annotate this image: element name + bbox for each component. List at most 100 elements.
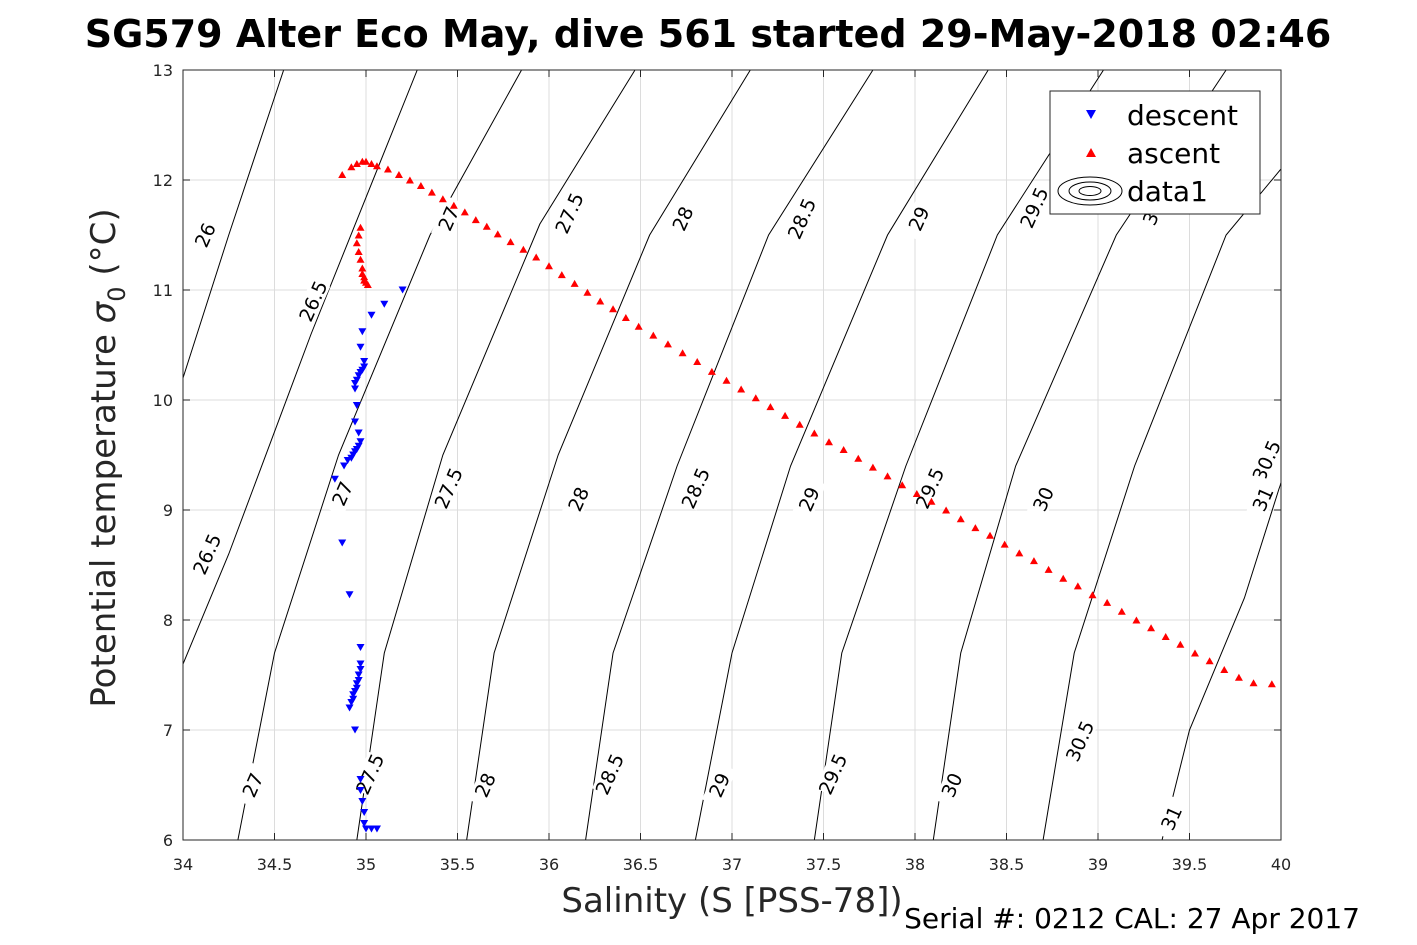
isopycnal-label-background xyxy=(912,465,947,511)
descent-point xyxy=(352,680,361,688)
ascent-point xyxy=(416,182,425,189)
ascent-point xyxy=(438,195,447,203)
descent-point xyxy=(360,820,369,827)
isopycnal-label-background xyxy=(431,465,466,511)
ascent-point xyxy=(358,264,367,272)
y-axis-label-symbol: σ xyxy=(84,300,124,323)
isopycnal-label-background xyxy=(324,471,360,516)
ascent-point xyxy=(545,262,553,270)
ascent-point xyxy=(557,271,566,279)
ascent-point xyxy=(358,270,367,277)
descent-point xyxy=(349,691,358,699)
y-tick-label: 8 xyxy=(163,611,173,630)
isopycnal-label-background xyxy=(791,476,827,522)
ascent-point xyxy=(986,531,995,539)
descent-point xyxy=(354,372,363,380)
isopycnal-label-background xyxy=(1025,476,1061,522)
ascent-point xyxy=(795,420,804,428)
ascent-point xyxy=(649,331,658,339)
ascent-point xyxy=(971,524,980,532)
x-tick-label: 40 xyxy=(1271,855,1291,874)
ascent-point xyxy=(493,230,502,238)
descent-point xyxy=(362,825,370,833)
legend-ascent-label: ascent xyxy=(1127,137,1220,170)
ascent-point xyxy=(482,222,491,230)
y-axis-label: Potential temperature σ0 (°C) xyxy=(84,208,131,707)
descent-point xyxy=(360,358,369,365)
x-tick-label: 38.5 xyxy=(989,855,1025,874)
isopycnal-line xyxy=(694,70,989,840)
ascent-point xyxy=(722,376,731,384)
isopycnal-label-background xyxy=(561,476,596,522)
chart-title: SG579 Alter Eco May, dive 561 started 29… xyxy=(85,12,1332,56)
y-axis-label-text: Potential temperature xyxy=(84,334,124,707)
isopycnal-label-background xyxy=(1016,185,1052,230)
ascent-point xyxy=(707,367,716,375)
ascent-point xyxy=(824,438,833,446)
isopycnal-line xyxy=(183,70,285,379)
ascent-point xyxy=(394,171,403,178)
ascent-point xyxy=(883,472,892,480)
isopycnal-label-background xyxy=(1245,476,1280,522)
legend-box xyxy=(1049,90,1261,215)
descent-point xyxy=(358,328,367,336)
ascent-point xyxy=(360,276,369,284)
x-tick-label: 39 xyxy=(1088,855,1108,874)
isopycnal-line xyxy=(1161,482,1281,840)
isopycnal-line xyxy=(466,70,751,840)
legend-ascent-marker xyxy=(1086,148,1096,157)
ascent-point xyxy=(1073,582,1082,590)
ascent-point xyxy=(352,160,361,167)
isopycnal-label-background xyxy=(189,531,225,577)
ascent-point xyxy=(363,281,372,288)
isopycnal-label-background xyxy=(701,762,737,808)
ascent-point xyxy=(1249,679,1258,687)
x-tick-label: 36.5 xyxy=(623,855,659,874)
descent-point xyxy=(356,776,365,783)
descent-point xyxy=(351,726,360,734)
isopycnal-label-background xyxy=(1249,438,1284,483)
x-tick-label: 37 xyxy=(722,855,742,874)
ascent-point xyxy=(1044,565,1053,573)
legend-descent-marker xyxy=(1086,110,1096,119)
descent-point xyxy=(356,787,365,794)
isopycnal-label-background xyxy=(678,465,713,511)
ascent-point xyxy=(621,314,630,321)
descent-point xyxy=(330,475,339,483)
legend-descent-label: descent xyxy=(1127,99,1238,132)
x-tick-label: 38 xyxy=(905,855,925,874)
ascent-point xyxy=(460,208,469,216)
isopycnal-label-background xyxy=(1062,718,1097,764)
isopycnal-line xyxy=(237,70,522,840)
ascent-point xyxy=(766,403,775,411)
descent-point xyxy=(367,825,376,833)
ascent-point xyxy=(449,201,458,209)
ascent-point xyxy=(751,394,760,402)
isopycnal-label-background xyxy=(235,762,270,808)
ascent-point xyxy=(338,171,347,178)
ascent-point xyxy=(609,305,618,313)
legend-data1-label: data1 xyxy=(1127,175,1208,208)
descent-point xyxy=(356,343,365,351)
y-tick-label: 13 xyxy=(153,61,173,80)
descent-point xyxy=(356,644,365,651)
ascent-point xyxy=(532,253,541,261)
ascent-point xyxy=(367,160,376,167)
ascent-point xyxy=(1117,607,1126,615)
y-axis-label-subscript: 0 xyxy=(103,286,131,301)
ascent-series xyxy=(338,157,1276,688)
x-tick-label: 34.5 xyxy=(257,855,293,874)
ascent-point xyxy=(1088,591,1097,599)
descent-point xyxy=(354,671,363,679)
ascent-point xyxy=(596,297,605,305)
isopycnal-label-background xyxy=(934,762,969,808)
ascent-point xyxy=(1059,574,1068,582)
isopycnal-label-background xyxy=(467,762,503,808)
ascent-point xyxy=(1147,624,1156,632)
ascent-point xyxy=(927,497,936,505)
x-tick-label: 34 xyxy=(173,855,193,874)
ascent-point xyxy=(427,188,436,196)
isopycnal-label-background xyxy=(665,196,700,241)
ascent-point xyxy=(663,340,672,348)
descent-point xyxy=(354,429,363,437)
